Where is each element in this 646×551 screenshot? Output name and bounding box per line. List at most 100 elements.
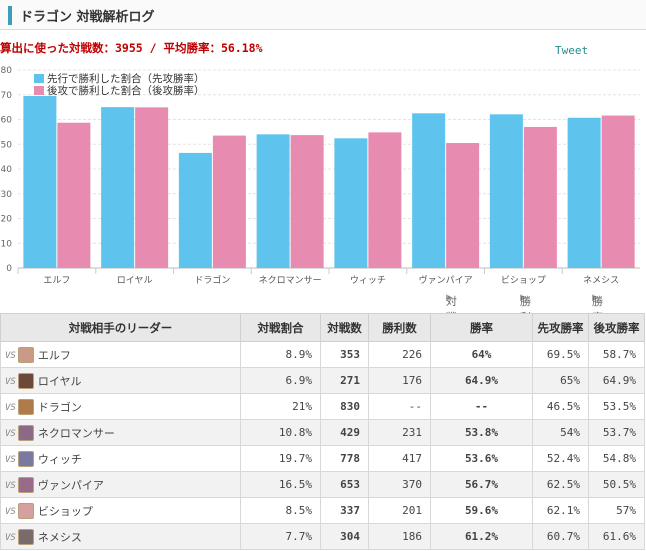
vs-label: VS (5, 350, 16, 361)
second-rate-cell: 58.7% (588, 341, 645, 368)
wins-cell: -- (368, 393, 431, 420)
x-category-label: ビショップ (501, 275, 546, 286)
bar-first (178, 152, 212, 268)
bar-first (101, 107, 135, 268)
vs-label: VS (5, 532, 16, 543)
rate-cell: 61.2% (430, 523, 533, 550)
second-rate-cell: 53.5% (588, 393, 645, 420)
bar-second (135, 107, 169, 268)
win-rate-chart: 0 10 20 30 40 50 60 70 80 エルフ ロイヤル ドラゴン ネクロマンサー ウィッチ ヴ… (1, 66, 640, 286)
matches-cell: 653 (320, 471, 369, 498)
table-row: VS ネクロマンサー 10.8% 429 231 53.8% 54% 53.7% (0, 419, 645, 446)
table-row: VS ヴァンパイア 16.5% 653 370 56.7% 62.5% 50.5% (0, 471, 645, 498)
x-category-label: ウィッチ (350, 275, 386, 286)
bar-second (601, 115, 635, 268)
leader-cell: VS ネクロマンサー (0, 419, 241, 446)
legend-label: 後攻で勝利した割合（後攻勝率） (47, 84, 205, 97)
page-title: ドラゴン 対戦解析ログ (20, 10, 155, 25)
rate-cell: -- (430, 393, 533, 420)
second-rate-cell: 54.8% (588, 445, 645, 472)
matches-cell: 353 (320, 341, 369, 368)
leader-avatar-icon (17, 528, 34, 545)
leader-avatar-icon (17, 372, 34, 389)
legend-label: 先行で勝利した割合（先攻勝率） (47, 72, 205, 85)
table-row: VS ビショップ 8.5% 337 201 59.6% 62.1% 57% (0, 497, 645, 524)
triangle-right-icon: ▶ (520, 293, 527, 303)
matches-cell: 304 (320, 523, 369, 550)
leader-avatar-icon (17, 450, 34, 467)
rate-cell: 64% (430, 341, 533, 368)
x-category-label: エルフ (43, 276, 70, 286)
y-tick-label: 0 (6, 264, 12, 274)
second-rate-cell: 50.5% (588, 471, 645, 498)
rate-cell: 64.9% (430, 367, 533, 394)
y-tick-label: 30 (1, 190, 13, 200)
wins-cell: 186 (368, 523, 431, 550)
share-cell: 10.8% (240, 419, 321, 446)
bar-first (489, 114, 523, 268)
leader-name: ウィッチ (37, 452, 82, 466)
col-header-leader: 対戦相手のリーダー (0, 313, 241, 342)
leader-cell: VS ドラゴン (0, 393, 241, 420)
rate-cell: 56.7% (430, 471, 533, 498)
share-cell: 6.9% (240, 367, 321, 394)
second-rate-cell: 61.6% (588, 523, 645, 550)
leader-name: ビショップ (37, 504, 93, 518)
leader-avatar-icon (17, 424, 34, 441)
page-header: ドラゴン 対戦解析ログ (0, 0, 646, 30)
first-rate-cell: 69.5% (532, 341, 589, 368)
bar-second (446, 143, 480, 268)
matches-cell: 337 (320, 497, 369, 524)
leader-avatar-icon (17, 346, 34, 363)
y-tick-label: 70 (1, 91, 13, 101)
table-header-row: 対戦相手のリーダー 対戦割合 対戦数 勝利数 勝率 先攻勝率 後攻勝率 (0, 313, 645, 342)
col-header-second: 後攻勝率 (588, 313, 645, 342)
triangle-right-icon: ▶ (592, 293, 599, 303)
table-row: VS ロイヤル 6.9% 271 176 64.9% 65% 64.9% (0, 367, 645, 394)
x-category-label: ネメシス (583, 275, 619, 286)
leader-cell: VS ビショップ (0, 497, 241, 524)
vs-label: VS (5, 376, 16, 387)
bar-second (368, 132, 402, 268)
table-row: VS ウィッチ 19.7% 778 417 53.6% 52.4% 54.8% (0, 445, 645, 472)
matches-cell: 271 (320, 367, 369, 394)
table-row: VS エルフ 8.9% 353 226 64% 69.5% 58.7% (0, 341, 645, 368)
bar-second (212, 135, 246, 268)
vs-label: VS (5, 428, 16, 439)
leader-name: ネクロマンサー (37, 426, 115, 440)
leader-name: ロイヤル (37, 374, 82, 388)
y-tick-label: 40 (1, 165, 13, 175)
y-tick-label: 60 (1, 116, 13, 126)
share-cell: 19.7% (240, 445, 321, 472)
vs-label: VS (5, 402, 16, 413)
leader-name: ネメシス (37, 530, 82, 544)
leader-avatar-icon (17, 476, 34, 493)
wins-cell: 226 (368, 341, 431, 368)
leader-avatar-icon (17, 398, 34, 415)
vs-label: VS (5, 480, 16, 491)
bar-first (412, 113, 446, 268)
leader-name: ヴァンパイア (37, 478, 104, 492)
wins-cell: 370 (368, 471, 431, 498)
vs-label: VS (5, 454, 16, 465)
bar-second (57, 122, 91, 268)
y-tick-label: 10 (1, 239, 13, 249)
first-rate-cell: 52.4% (532, 445, 589, 472)
y-tick-label: 80 (1, 66, 13, 76)
matches-cell: 778 (320, 445, 369, 472)
second-rate-cell: 64.9% (588, 367, 645, 394)
summary-text: 算出に使った対戦数：3955 / 平均勝率：56.18% (0, 41, 263, 55)
wins-cell: 417 (368, 445, 431, 472)
vs-label: VS (5, 506, 16, 517)
share-cell: 7.7% (240, 523, 321, 550)
col-header-share: 対戦割合 (240, 313, 321, 342)
x-category-label: ドラゴン (194, 274, 230, 286)
first-rate-cell: 62.1% (532, 497, 589, 524)
table-row: VS ドラゴン 21% 830 -- -- 46.5% 53.5% (0, 393, 645, 420)
wins-cell: 231 (368, 419, 431, 446)
tweet-link[interactable]: Tweet (555, 44, 589, 57)
bar-first (23, 95, 57, 268)
col-header-rate: 勝率 (430, 313, 533, 342)
wins-cell: 176 (368, 367, 431, 394)
wins-cell: 201 (368, 497, 431, 524)
